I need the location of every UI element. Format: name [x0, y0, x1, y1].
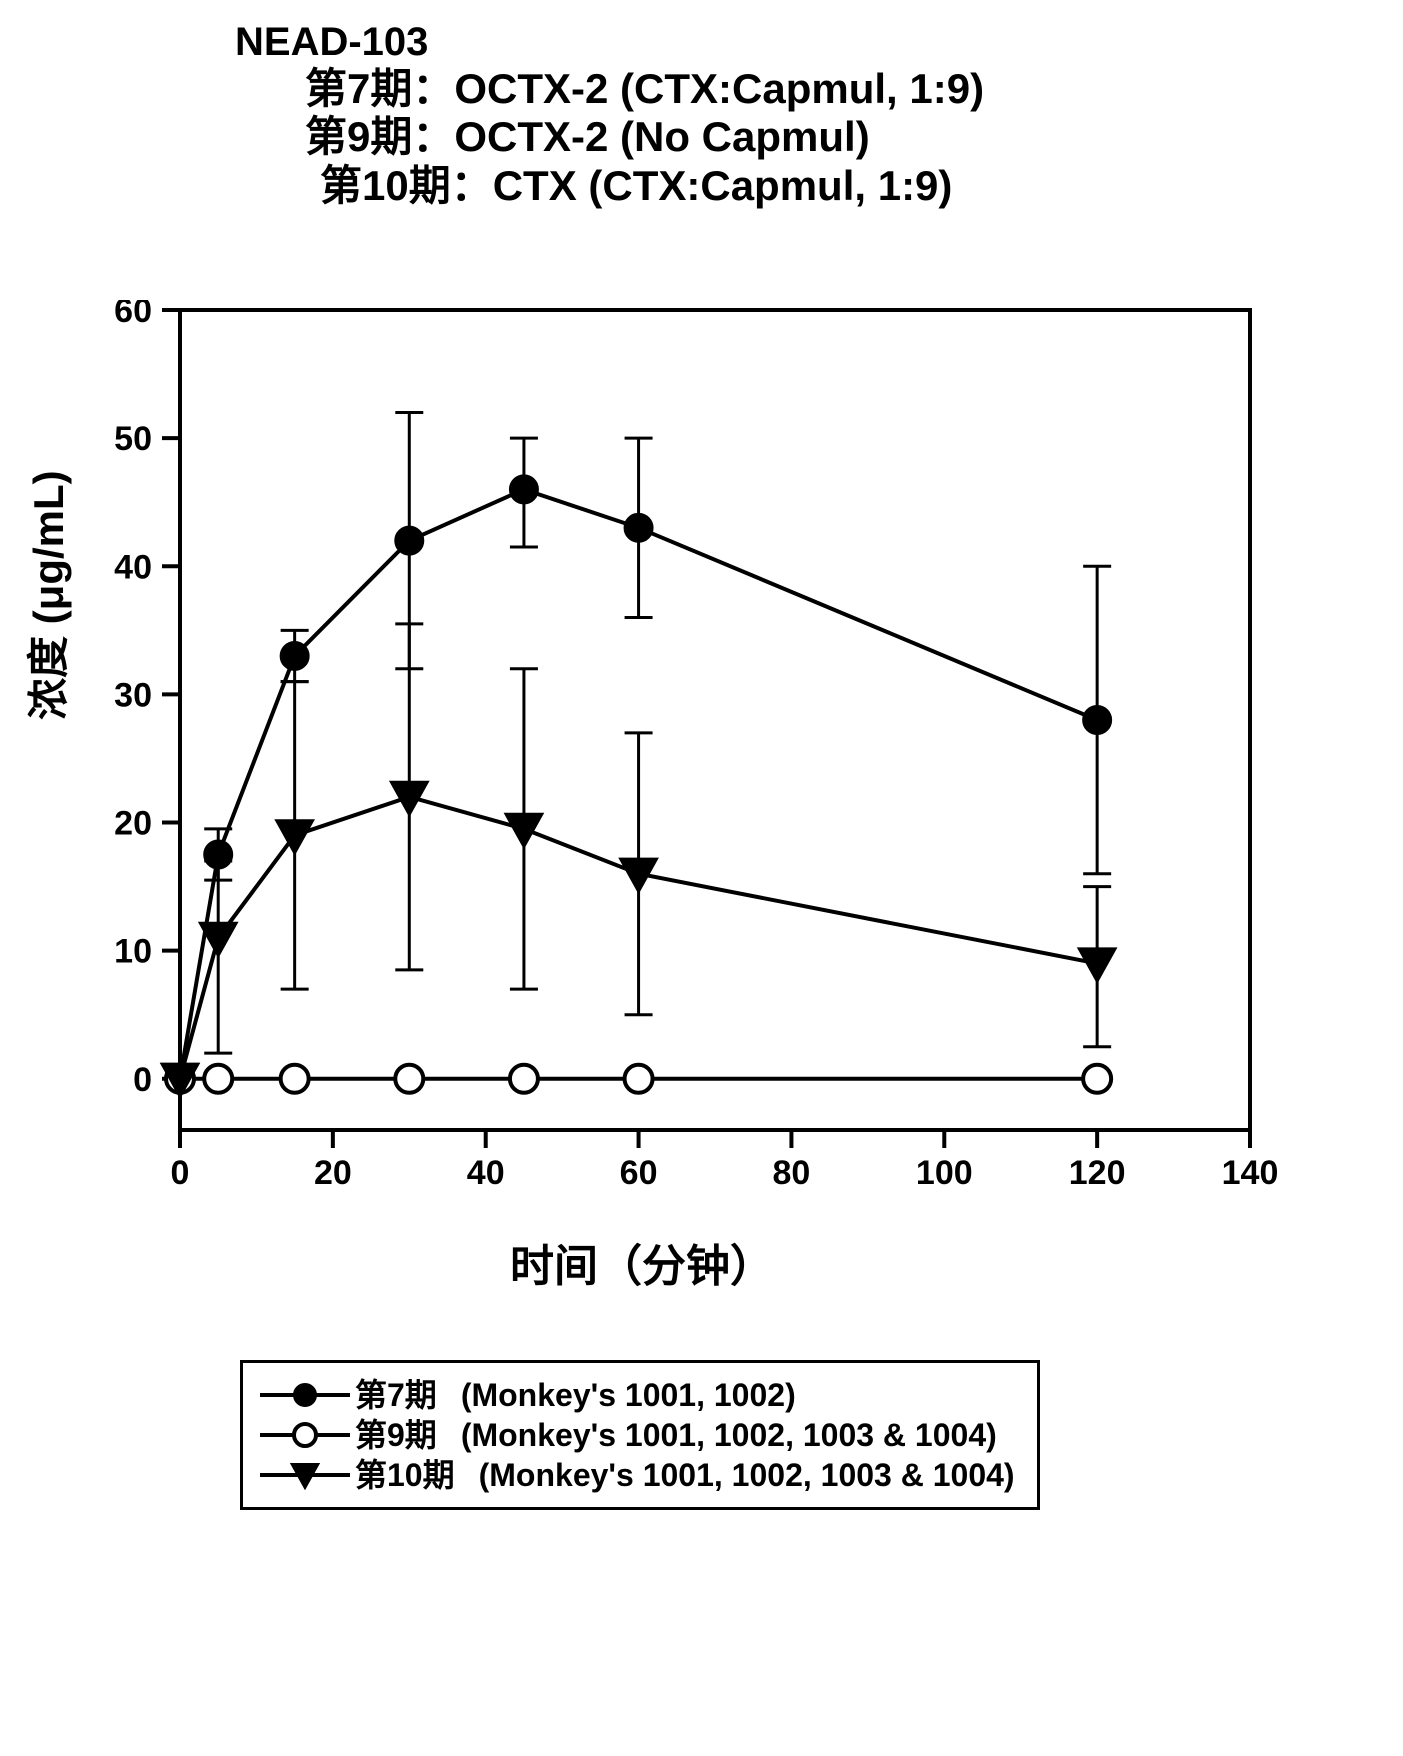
header-line-0: 第7期：OCTX-2 (CTX:Capmul, 1:9) — [305, 65, 984, 113]
legend-item-p7: 第7期 (Monkey's 1001, 1002) — [255, 1375, 1015, 1415]
svg-text:50: 50 — [114, 420, 152, 458]
svg-text:100: 100 — [916, 1154, 973, 1192]
svg-text:40: 40 — [114, 548, 152, 586]
svg-text:140: 140 — [1222, 1154, 1279, 1192]
x-axis-label: 时间（分钟） — [510, 1230, 774, 1294]
chart-svg: 0 10 20 30 40 50 60 0 20 40 60 80 100 120 140 — [30, 300, 1350, 1300]
legend-suffix: (Monkey's 1001, 1002, 1003 & 1004) — [479, 1455, 1015, 1495]
svg-text:30: 30 — [114, 676, 152, 714]
header-line-1: 第9期：OCTX-2 (No Capmul) — [305, 113, 984, 161]
svg-text:120: 120 — [1069, 1154, 1126, 1192]
legend-symbol-icon — [255, 1420, 355, 1450]
legend-label: 第7期 — [355, 1375, 437, 1415]
chart-legend: 第7期 (Monkey's 1001, 1002)第9期 (Monkey's 1… — [240, 1360, 1040, 1510]
y-axis-label: 浓度 (μg/mL) — [25, 470, 72, 720]
chart-header: NEAD-103 第7期：OCTX-2 (CTX:Capmul, 1:9) 第9… — [235, 20, 984, 210]
svg-text:60: 60 — [114, 300, 152, 330]
svg-text:10: 10 — [114, 933, 152, 971]
y-axis-label-container: 浓度 (μg/mL) — [15, 470, 76, 720]
svg-text:0: 0 — [133, 1061, 152, 1099]
legend-suffix: (Monkey's 1001, 1002) — [461, 1375, 796, 1415]
svg-text:0: 0 — [171, 1154, 190, 1192]
concentration-time-chart: 0102030405060020406080100120140 浓度 (μg/m… — [30, 300, 1350, 1320]
svg-text:80: 80 — [773, 1154, 811, 1192]
svg-text:20: 20 — [114, 805, 152, 843]
legend-symbol-icon — [255, 1460, 355, 1490]
legend-item-p10: 第10期 (Monkey's 1001, 1002, 1003 & 1004) — [255, 1455, 1015, 1495]
svg-text:60: 60 — [620, 1154, 658, 1192]
chart-study-id: NEAD-103 — [235, 20, 984, 65]
legend-label: 第9期 — [355, 1415, 437, 1455]
legend-suffix: (Monkey's 1001, 1002, 1003 & 1004) — [461, 1415, 997, 1455]
legend-label: 第10期 — [355, 1455, 455, 1495]
svg-text:40: 40 — [467, 1154, 505, 1192]
legend-symbol-icon — [255, 1380, 355, 1410]
svg-text:20: 20 — [314, 1154, 352, 1192]
header-line-2: 第10期：CTX (CTX:Capmul, 1:9) — [320, 162, 984, 210]
legend-item-p9: 第9期 (Monkey's 1001, 1002, 1003 & 1004) — [255, 1415, 1015, 1455]
